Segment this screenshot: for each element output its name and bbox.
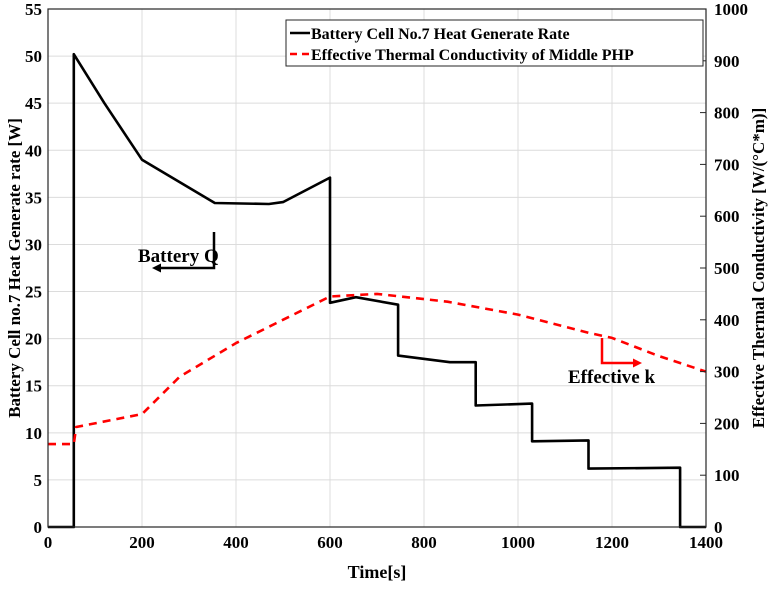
y-right-tick-label: 600 xyxy=(714,207,740,226)
y-right-tick-label: 200 xyxy=(714,414,740,433)
y-right-tick-label: 300 xyxy=(714,363,740,382)
y-left-tick-label: 0 xyxy=(34,518,43,537)
y-left-tick-label: 5 xyxy=(34,471,43,490)
plot-frame xyxy=(47,8,707,528)
x-tick-label: 600 xyxy=(317,533,343,552)
x-tick-label: 400 xyxy=(223,533,249,552)
series-layer xyxy=(48,52,707,529)
y-right-tick-label: 500 xyxy=(714,259,740,278)
y-axis-right-label: Effective Thermal Conductivity [W/(°C*m)… xyxy=(749,108,768,428)
x-tick-label: 1400 xyxy=(689,533,723,552)
x-tick-label: 800 xyxy=(411,533,437,552)
y-right-tick-label: 100 xyxy=(714,466,740,485)
y-right-tick-label: 800 xyxy=(714,104,740,123)
legend: Battery Cell No.7 Heat Generate Rate Eff… xyxy=(285,19,704,67)
legend-box xyxy=(285,19,704,67)
y-left-tick-label: 55 xyxy=(25,0,42,19)
y-right-tick-label: 1000 xyxy=(714,0,748,19)
legend-label-0: Battery Cell No.7 Heat Generate Rate xyxy=(311,26,570,43)
y-left-tick-label: 40 xyxy=(25,141,42,160)
effective-k-label: Effective k xyxy=(568,367,655,388)
grid xyxy=(47,8,707,528)
y-left-tick-label: 45 xyxy=(25,94,42,113)
x-tick-label: 1200 xyxy=(595,533,629,552)
series-line-0 xyxy=(48,52,706,529)
y-left-tick-label: 20 xyxy=(25,330,42,349)
x-tick-label: 200 xyxy=(129,533,155,552)
annotations: Battery Q Effective k xyxy=(138,232,655,388)
y-left-tick-label: 15 xyxy=(25,377,42,396)
y-left-tick-label: 50 xyxy=(25,47,42,66)
series-line-1 xyxy=(48,292,707,446)
y-right-tick-label: 400 xyxy=(714,311,740,330)
battery-q-arrow xyxy=(158,232,216,270)
y-right-tick-label: 700 xyxy=(714,155,740,174)
legend-label-1: Effective Thermal Conductivity of Middle… xyxy=(311,47,634,64)
effective-k-arrow xyxy=(600,338,636,365)
y-right-tick-label: 0 xyxy=(714,518,723,537)
y-left-tick-label: 35 xyxy=(25,188,42,207)
y-left-tick-label: 30 xyxy=(25,235,42,254)
y-left-tick-label: 10 xyxy=(25,424,42,443)
y-right-tick-label: 900 xyxy=(714,52,740,71)
effective-k-arrowhead xyxy=(633,358,642,368)
y-axis-left-label: Battery Cell no.7 Heat Generate rate [W] xyxy=(5,118,24,418)
x-tick-label: 0 xyxy=(44,533,53,552)
ticks: 0 200 400 600 800 1000 1200 1400051015202530354… xyxy=(25,0,748,552)
y-left-tick-label: 25 xyxy=(25,283,42,302)
battery-q-label: Battery Q xyxy=(138,246,219,267)
x-tick-label: 1000 xyxy=(501,533,535,552)
x-axis-label: Time[s] xyxy=(348,562,407,582)
battery-q-arrowhead xyxy=(152,263,161,273)
